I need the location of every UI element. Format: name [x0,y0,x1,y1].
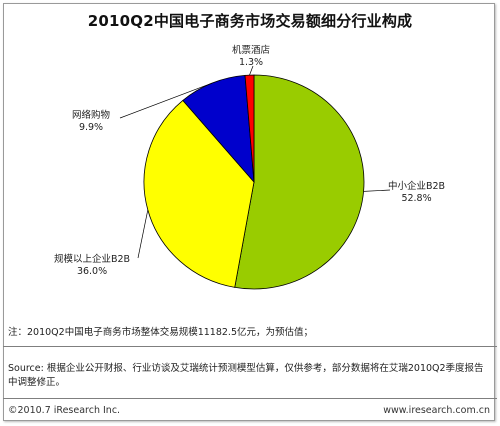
slice-value-online-shopping: 9.9% [78,122,104,133]
copyright-text: ©2010.7 iResearch Inc. [8,405,121,416]
slice-name-large-b2b: 规模以上企业B2B [54,254,131,265]
slice-value-air-hotel: 1.3% [238,57,264,68]
slice-name-air-hotel: 机票酒店 [232,45,271,56]
slice-label-online-shopping: 网络购物 9.9% [72,110,110,134]
source-text: Source: 根据企业公开财报、行业访谈及艾瑞统计预测模型估算，仅供参考，部分… [8,363,484,388]
slice-label-large-b2b: 规模以上企业B2B 36.0% [54,254,130,278]
slice-name-sme-b2b: 中小企业B2B [388,181,446,192]
leader-line-large-b2b [137,209,149,259]
chart-title: 2010Q2中国电子商务市场交易额细分行业构成 [87,12,413,30]
leader-line-sme-b2b [363,189,391,192]
divider-top [3,346,497,347]
chart-note: 注：2010Q2中国电子商务市场整体交易规模11182.5亿元，为预估值； [8,327,313,338]
leader-line-air-hotel [249,65,254,76]
slice-label-sme-b2b: 中小企业B2B 52.8% [388,181,445,205]
slice-name-online-shopping: 网络购物 [72,110,111,121]
slice-large-b2b [143,99,255,288]
slice-value-sme-b2b: 52.8% [401,193,432,204]
slice-label-air-hotel: 机票酒店 1.3% [232,45,270,69]
slice-value-large-b2b: 36.0% [76,266,108,277]
divider-bottom [3,398,497,399]
website-link[interactable]: www.iresearch.com.cn [383,405,490,416]
leader-line-online-shopping [119,82,213,119]
